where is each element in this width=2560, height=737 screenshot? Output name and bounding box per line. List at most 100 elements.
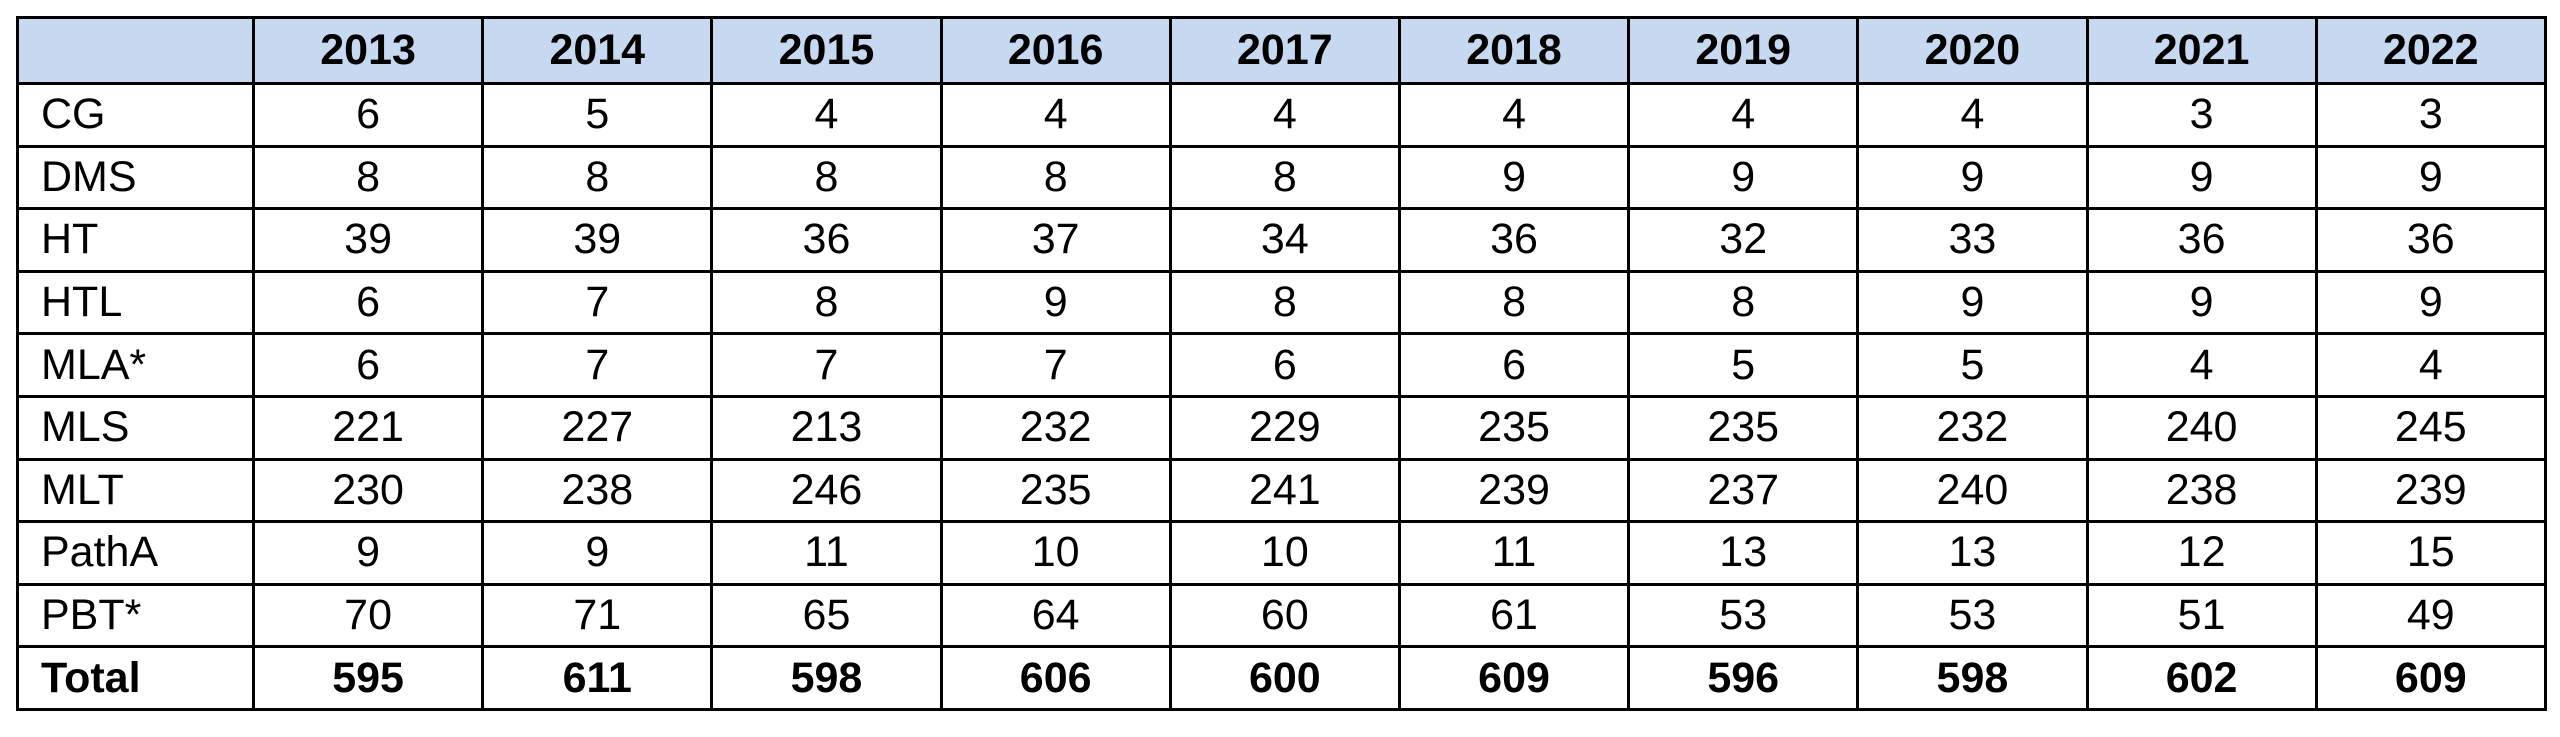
value-cell: 7: [481, 332, 714, 398]
value-cell: 3: [2314, 82, 2547, 148]
value-cell: 246: [710, 457, 943, 524]
column-header: 2014: [481, 16, 714, 85]
value-cell: 39: [251, 207, 485, 273]
value-cell: 37: [939, 207, 1172, 273]
column-header: 2019: [1627, 16, 1860, 85]
value-cell: 10: [1168, 520, 1401, 586]
value-cell: 8: [1168, 269, 1401, 336]
value-cell: 4: [1627, 82, 1860, 148]
corner-cell: [16, 16, 255, 85]
value-cell: 9: [1627, 144, 1860, 211]
column-header: 2015: [710, 16, 943, 85]
row-label: MLT: [16, 457, 255, 524]
value-cell: 36: [2085, 207, 2318, 273]
total-value-cell: 606: [939, 645, 1172, 711]
value-cell: 4: [2085, 332, 2318, 398]
value-cell: 33: [1856, 207, 2089, 273]
value-cell: 39: [481, 207, 714, 273]
total-value-cell: 598: [710, 645, 943, 711]
value-cell: 9: [2085, 144, 2318, 211]
value-cell: 36: [2314, 207, 2547, 273]
total-value-cell: 600: [1168, 645, 1401, 711]
value-cell: 65: [710, 582, 943, 649]
value-cell: 10: [939, 520, 1172, 586]
value-cell: 235: [1627, 394, 1860, 461]
table-row: MLA* 6 7 7 7 6 6 5 5 4 4: [16, 332, 2547, 398]
total-label: Total: [16, 645, 255, 711]
column-header: 2016: [939, 16, 1172, 85]
value-cell: 32: [1627, 207, 1860, 273]
table-row: MLS 221 227 213 232 229 235 235 232 240 245: [16, 394, 2547, 461]
column-header: 2017: [1168, 16, 1401, 85]
value-cell: 7: [939, 332, 1172, 398]
value-cell: 8: [1168, 144, 1401, 211]
value-cell: 235: [939, 457, 1172, 524]
value-cell: 49: [2314, 582, 2547, 649]
value-cell: 6: [251, 82, 485, 148]
total-value-cell: 595: [251, 645, 485, 711]
value-cell: 8: [710, 269, 943, 336]
value-cell: 13: [1627, 520, 1860, 586]
value-cell: 238: [481, 457, 714, 524]
value-cell: 53: [1856, 582, 2089, 649]
value-cell: 4: [939, 82, 1172, 148]
value-cell: 9: [1856, 269, 2089, 336]
value-cell: 11: [710, 520, 943, 586]
value-cell: 6: [1168, 332, 1401, 398]
value-cell: 232: [939, 394, 1172, 461]
value-cell: 36: [1397, 207, 1631, 273]
value-cell: 12: [2085, 520, 2318, 586]
value-cell: 221: [251, 394, 485, 461]
value-cell: 8: [1397, 269, 1631, 336]
value-cell: 238: [2085, 457, 2318, 524]
total-value-cell: 611: [481, 645, 714, 711]
table-body: CG 6 5 4 4 4 4 4 4 3 3 DMS 8 8 8 8 8 9 9 9 9 9 HT 39 39 36 37 34 36 3…: [16, 82, 2547, 711]
value-cell: 5: [481, 82, 714, 148]
header-row: 2013 2014 2015 2016 2017 2018 2019 2020 2021 2022: [16, 16, 2547, 85]
value-cell: 64: [939, 582, 1172, 649]
value-cell: 230: [251, 457, 485, 524]
row-label: HTL: [16, 269, 255, 336]
row-label: HT: [16, 207, 255, 273]
total-value-cell: 609: [1397, 645, 1631, 711]
value-cell: 5: [1856, 332, 2089, 398]
value-cell: 227: [481, 394, 714, 461]
row-label: CG: [16, 82, 255, 148]
value-cell: 9: [1397, 144, 1631, 211]
table-row: PathA 9 9 11 10 10 11 13 13 12 15: [16, 520, 2547, 586]
value-cell: 34: [1168, 207, 1401, 273]
value-cell: 240: [2085, 394, 2318, 461]
value-cell: 8: [939, 144, 1172, 211]
row-label: PBT*: [16, 582, 255, 649]
value-cell: 3: [2085, 82, 2318, 148]
value-cell: 60: [1168, 582, 1401, 649]
value-cell: 9: [2085, 269, 2318, 336]
value-cell: 6: [1397, 332, 1631, 398]
value-cell: 9: [2314, 269, 2547, 336]
value-cell: 245: [2314, 394, 2547, 461]
column-header: 2013: [251, 16, 485, 85]
value-cell: 70: [251, 582, 485, 649]
value-cell: 9: [939, 269, 1172, 336]
table-row: PBT* 70 71 65 64 60 61 53 53 51 49: [16, 582, 2547, 649]
column-header: 2021: [2085, 16, 2318, 85]
value-cell: 36: [710, 207, 943, 273]
value-cell: 229: [1168, 394, 1401, 461]
value-cell: 241: [1168, 457, 1401, 524]
total-value-cell: 596: [1627, 645, 1860, 711]
value-cell: 237: [1627, 457, 1860, 524]
value-cell: 4: [710, 82, 943, 148]
value-cell: 4: [1168, 82, 1401, 148]
total-value-cell: 609: [2314, 645, 2547, 711]
value-cell: 8: [710, 144, 943, 211]
table-row: CG 6 5 4 4 4 4 4 4 3 3: [16, 82, 2547, 148]
value-cell: 7: [710, 332, 943, 398]
data-table: 2013 2014 2015 2016 2017 2018 2019 2020 2021 2022…: [16, 16, 2547, 711]
value-cell: 235: [1397, 394, 1631, 461]
value-cell: 9: [251, 520, 485, 586]
value-cell: 53: [1627, 582, 1860, 649]
value-cell: 11: [1397, 520, 1631, 586]
value-cell: 239: [1397, 457, 1631, 524]
value-cell: 4: [1856, 82, 2089, 148]
total-value-cell: 602: [2085, 645, 2318, 711]
